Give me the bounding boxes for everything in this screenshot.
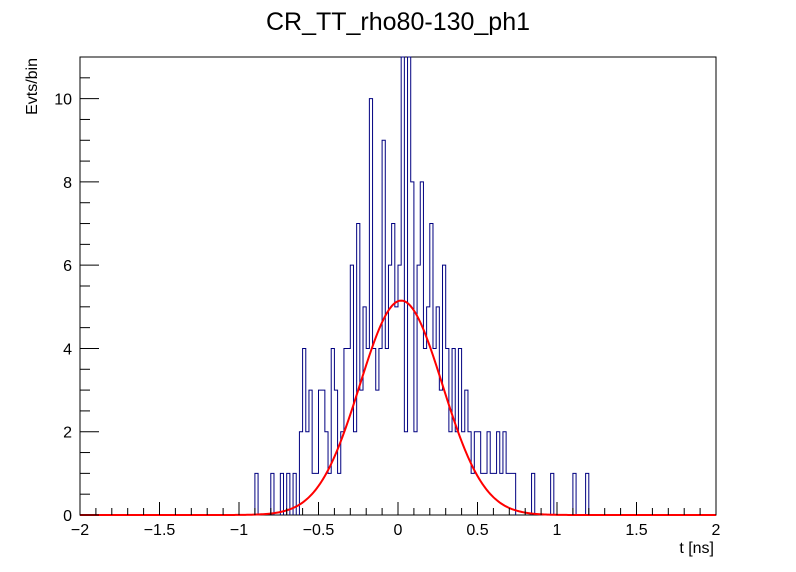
chart-title: CR_TT_rho80-130_ph1 bbox=[266, 8, 530, 36]
y-axis: 0 2 4 6 8 10 bbox=[54, 56, 99, 525]
fit-layer bbox=[80, 299, 716, 516]
x-tick-label: 0 bbox=[394, 522, 403, 539]
x-axis: −2 −1.5 −1 −0.5 0 0.5 1 1.5 2 bbox=[71, 502, 721, 539]
y-tick-label: 10 bbox=[54, 92, 72, 109]
x-tick-label: 1.5 bbox=[625, 522, 647, 539]
y-tick-label: 4 bbox=[63, 341, 72, 358]
x-tick-label: −1 bbox=[230, 522, 248, 539]
x-tick-label: −1.5 bbox=[144, 522, 176, 539]
gaussian-fit-curve bbox=[80, 299, 716, 516]
y-tick-label: 0 bbox=[63, 508, 72, 525]
x-tick-label: 0.5 bbox=[466, 522, 488, 539]
histogram-outline bbox=[254, 56, 590, 515]
y-tick-label: 8 bbox=[63, 175, 72, 192]
y-tick-label: 2 bbox=[63, 425, 72, 442]
x-axis-label: t [ns] bbox=[679, 540, 714, 557]
histogram-layer bbox=[254, 56, 590, 515]
y-tick-label: 6 bbox=[63, 258, 72, 275]
x-tick-label: 1 bbox=[553, 522, 562, 539]
x-tick-label: 2 bbox=[712, 522, 721, 539]
x-tick-label: −0.5 bbox=[303, 522, 335, 539]
x-tick-label: −2 bbox=[71, 522, 89, 539]
y-axis-label: Evts/bin bbox=[24, 58, 41, 115]
